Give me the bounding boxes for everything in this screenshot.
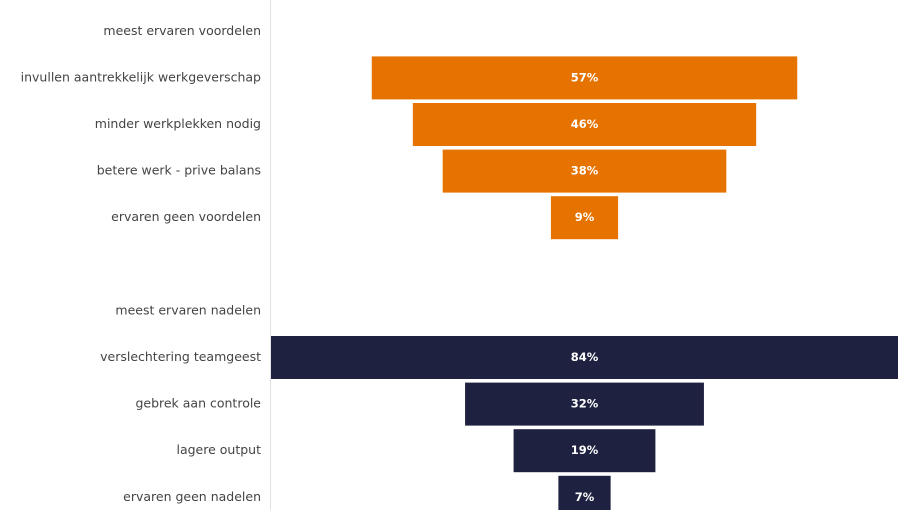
category-label: invullen aantrekkelijk werkgeverschap [21,69,261,84]
bar [465,382,704,426]
bar [558,475,611,510]
value-label: 19% [571,443,599,457]
value-label: 38% [571,164,599,178]
category-label: ervaren geen nadelen [123,489,261,504]
category-label: minder werkplekken nodig [95,116,261,131]
category-label: meest ervaren nadelen [115,302,261,317]
category-label: lagere output [176,442,261,457]
category-label: ervaren geen voordelen [111,209,261,224]
category-label: meest ervaren voordelen [103,23,261,38]
value-label: 32% [571,397,599,411]
category-label: betere werk - prive balans [97,163,261,178]
value-label: 7% [575,490,595,504]
bar [412,103,757,146]
category-label: gebrek aan controle [135,396,261,411]
value-label: 46% [571,117,599,131]
value-label: 84% [571,350,599,364]
bar [371,56,798,100]
value-label: 57% [571,70,599,84]
category-label: verslechtering teamgeest [100,349,261,364]
value-label: 9% [575,210,595,224]
bar [550,196,619,240]
bar [513,429,656,473]
bar [271,336,898,379]
bar [442,149,727,193]
